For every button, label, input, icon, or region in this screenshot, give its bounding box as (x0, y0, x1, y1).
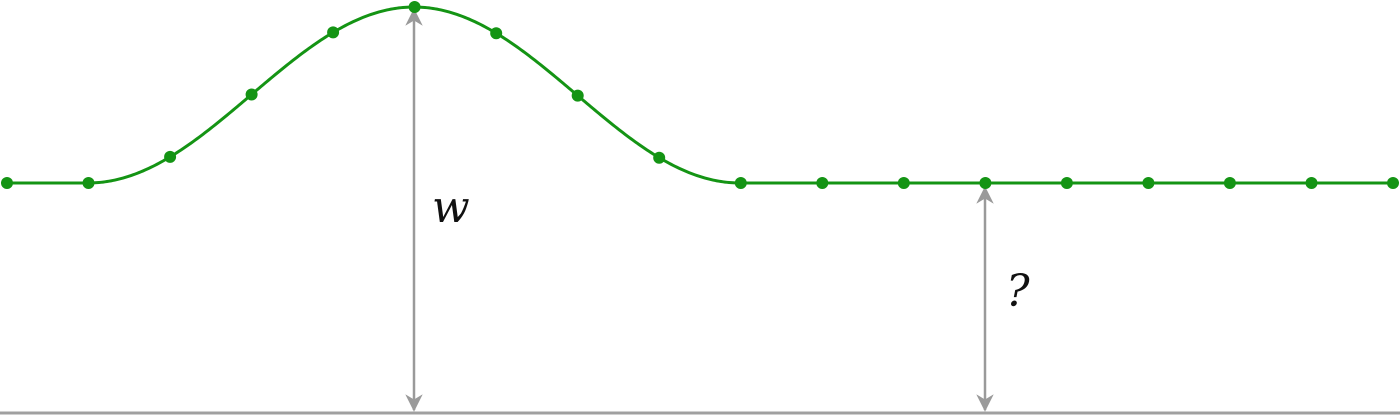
wave-points (1, 1, 1399, 189)
wave-point (327, 26, 340, 39)
wave-point (408, 1, 421, 13)
wave-point (245, 88, 258, 101)
wave-point (979, 177, 992, 189)
wave-point (734, 177, 747, 189)
wave-point (1387, 177, 1399, 189)
wave-point (1, 177, 13, 189)
wave-point (816, 177, 829, 189)
wave-point (490, 27, 503, 40)
wave-curve (7, 5, 1393, 185)
wave-point (82, 177, 95, 189)
flat-height-label: ? (1006, 266, 1030, 317)
peak-height-label: w (432, 182, 470, 233)
wave-point (1305, 177, 1318, 189)
wave-point (571, 89, 584, 102)
wave-point (1142, 177, 1155, 189)
wave-point (164, 150, 177, 163)
wave-point (1223, 177, 1236, 189)
wave-point (1060, 177, 1073, 189)
wave-point (653, 151, 666, 164)
wave-point (897, 177, 910, 189)
